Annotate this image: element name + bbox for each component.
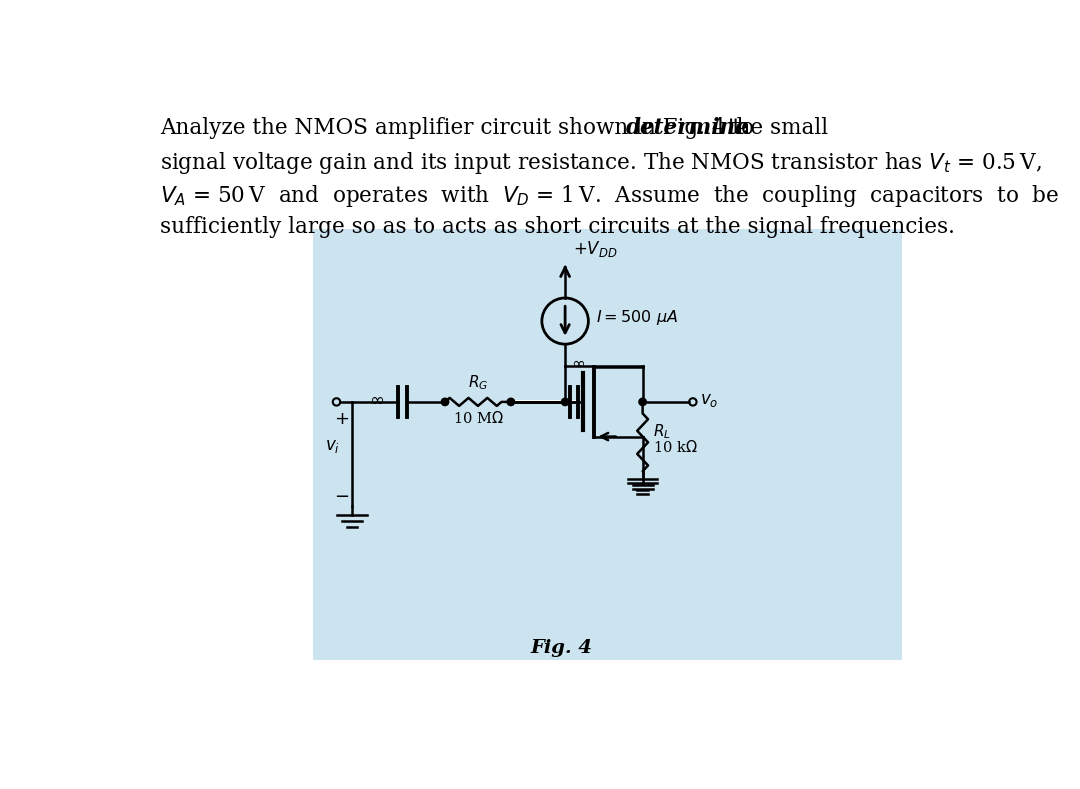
Circle shape bbox=[508, 398, 514, 406]
Text: $V_A$ = 50 V  and  operates  with  $V_D$ = 1 V.  Assume  the  coupling  capacito: $V_A$ = 50 V and operates with $V_D$ = 1… bbox=[160, 183, 1058, 209]
Text: $R_L$: $R_L$ bbox=[653, 422, 672, 440]
Text: signal voltage gain and its input resistance. The NMOS transistor has $V_t$ = 0.: signal voltage gain and its input resist… bbox=[160, 150, 1042, 176]
Text: Fig. 4: Fig. 4 bbox=[530, 639, 592, 657]
Text: $R_G$: $R_G$ bbox=[468, 373, 488, 392]
Text: $\infty$: $\infty$ bbox=[369, 391, 384, 409]
Text: 10 k$\Omega$: 10 k$\Omega$ bbox=[653, 439, 698, 454]
Circle shape bbox=[562, 398, 569, 406]
Text: the small: the small bbox=[721, 117, 828, 139]
Text: +: + bbox=[334, 409, 349, 428]
Text: determine: determine bbox=[625, 117, 750, 139]
Text: Analyze the NMOS amplifier circuit shown in Fig. 4 to: Analyze the NMOS amplifier circuit shown… bbox=[160, 117, 760, 139]
Text: $\infty$: $\infty$ bbox=[571, 355, 585, 372]
Text: 10 M$\Omega$: 10 M$\Omega$ bbox=[453, 409, 503, 425]
Text: sufficiently large so as to acts as short circuits at the signal frequencies.: sufficiently large so as to acts as shor… bbox=[160, 216, 955, 238]
Circle shape bbox=[639, 398, 646, 406]
Text: $+V_{DD}$: $+V_{DD}$ bbox=[572, 239, 618, 259]
Bar bbox=[313, 229, 902, 660]
Circle shape bbox=[442, 398, 448, 406]
Text: $I = 500\ \mu A$: $I = 500\ \mu A$ bbox=[596, 308, 678, 327]
Text: $v_i$: $v_i$ bbox=[325, 438, 340, 455]
Text: $-$: $-$ bbox=[334, 486, 349, 504]
Text: $v_o$: $v_o$ bbox=[700, 392, 718, 409]
